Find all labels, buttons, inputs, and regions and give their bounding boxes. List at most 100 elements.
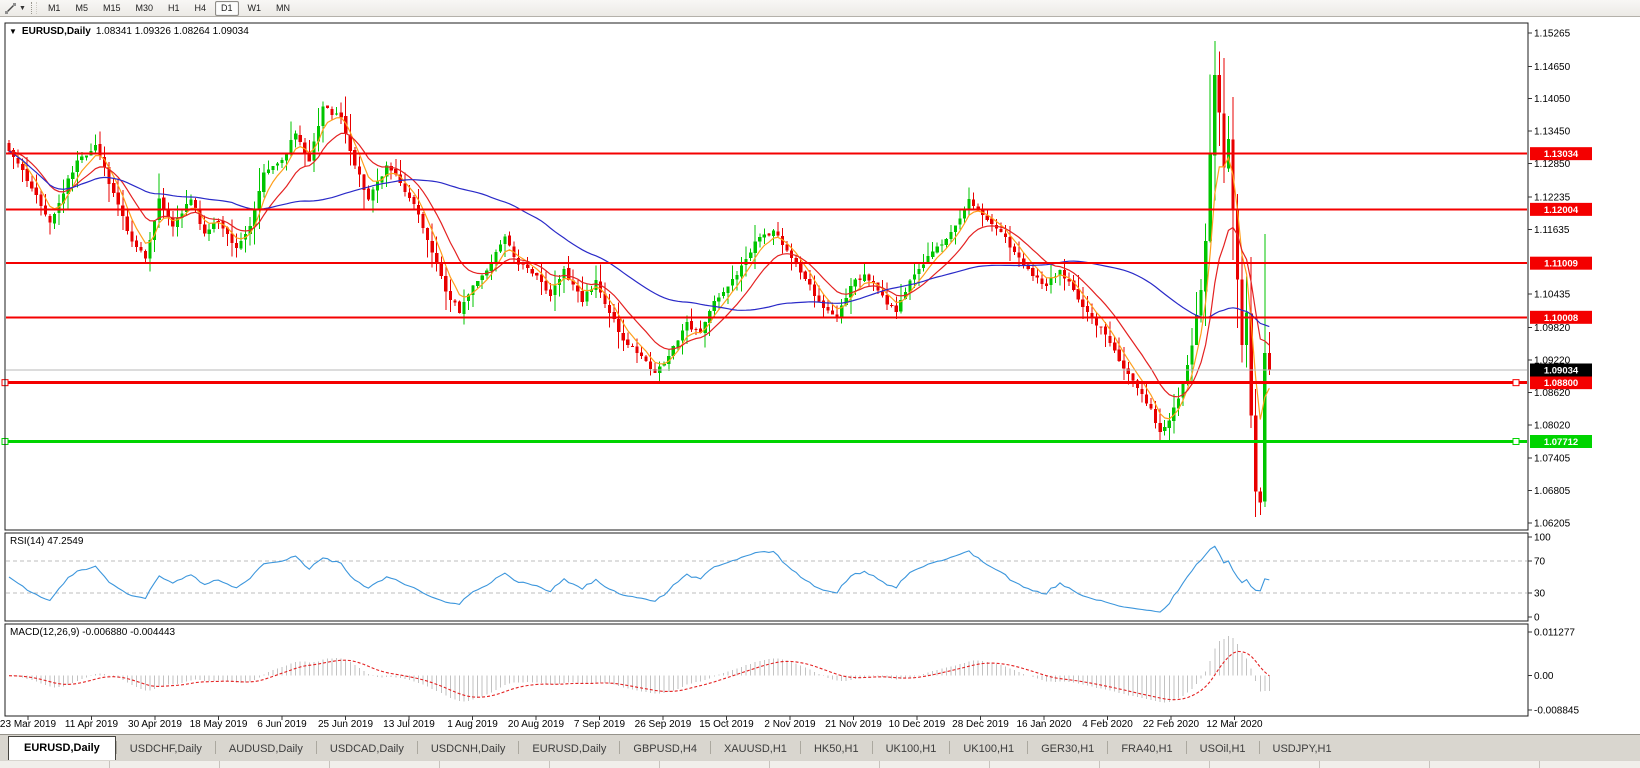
chart-tab-usdcnh-daily[interactable]: USDCNH,Daily (430, 743, 506, 755)
candle-body (1154, 409, 1158, 424)
candle-body (494, 252, 498, 263)
candle-body (1044, 283, 1048, 287)
candle-body (1185, 364, 1190, 384)
candle-body (435, 253, 439, 264)
date-axis-label: 6 Jun 2019 (257, 719, 307, 730)
candle-body (353, 150, 357, 166)
candle-body (153, 221, 157, 240)
candle-body (717, 297, 721, 302)
chart-tab-uk100-h1[interactable]: UK100,H1 (885, 743, 937, 755)
candle-body (899, 299, 903, 312)
chart-tab-audusd-daily[interactable]: AUDUSD,Daily (228, 743, 303, 755)
candle-body (312, 141, 316, 161)
candle-body (403, 183, 407, 193)
timeframe-button-m30[interactable]: M30 (135, 2, 153, 13)
chart-tab-usdjpy-h1[interactable]: USDJPY,H1 (1272, 743, 1332, 755)
timeframe-button-m15[interactable]: M15 (102, 2, 121, 13)
timeframe-button-h4[interactable]: H4 (194, 2, 207, 13)
candle-body (139, 246, 143, 251)
bottom-scroll-strip[interactable] (0, 760, 1640, 768)
level-price-badge: 1.07712 (1544, 437, 1578, 448)
candle-body (207, 229, 211, 235)
candle-body (489, 263, 493, 272)
candles-layer (7, 40, 1271, 517)
candle-body (476, 280, 480, 287)
candle-body (753, 241, 757, 254)
price-axis-label: 1.14650 (1534, 62, 1571, 73)
candle-body (325, 105, 330, 108)
timeframe-button-m1[interactable]: M1 (47, 2, 61, 13)
price-axis-label: 1.12850 (1534, 159, 1571, 170)
chart-tab-hk50-h1[interactable]: HK50,H1 (813, 743, 859, 755)
time-axis-hitbox[interactable] (5, 717, 1528, 733)
candle-body (371, 189, 375, 201)
candle-body (102, 157, 107, 168)
chart-tab-uk100-h1[interactable]: UK100,H1 (963, 743, 1015, 755)
timeframe-button-d1[interactable]: D1 (215, 0, 239, 16)
candle-body (84, 155, 88, 158)
date-axis-label: 18 May 2019 (190, 719, 248, 730)
candle-body (1254, 415, 1258, 492)
candle-body (881, 291, 885, 296)
candle-body (166, 208, 170, 217)
chart-tab-usoil-h1[interactable]: USOil,H1 (1199, 743, 1246, 755)
candle-body (944, 238, 948, 246)
candle-body (917, 269, 921, 275)
candle-body (339, 112, 343, 118)
candle-body (726, 286, 730, 294)
tab-separator (1027, 741, 1029, 754)
level-price-badge: 1.13034 (1544, 149, 1579, 160)
chart-tab-eurusd-daily[interactable]: EURUSD,Daily (8, 736, 116, 760)
candle-body (689, 320, 694, 330)
tab-separator (949, 741, 951, 754)
chart-tab-usdcad-daily[interactable]: USDCAD,Daily (329, 743, 404, 755)
candle-body (480, 275, 484, 280)
candle-body (1208, 154, 1212, 242)
chart-tab-xauusd-h1[interactable]: XAUUSD,H1 (723, 743, 787, 755)
crosshair-glyph (5, 2, 16, 14)
candle-body (648, 361, 653, 370)
tab-separator (115, 741, 117, 754)
candle-body (389, 165, 393, 171)
chart-tab-usdchf-daily[interactable]: USDCHF,Daily (129, 743, 202, 755)
line-handle-right[interactable] (1512, 379, 1520, 387)
candle-body (694, 328, 698, 330)
candle-body (808, 278, 812, 285)
candle-body (821, 300, 826, 308)
candle-body (739, 265, 744, 277)
crosshair-cursor-icon[interactable] (3, 2, 18, 15)
line-handle-right[interactable] (1512, 437, 1520, 445)
candle-body (1190, 345, 1194, 365)
candle-body (853, 279, 857, 287)
candle-body (1144, 394, 1149, 404)
candle-body (366, 188, 371, 200)
candle-body (1067, 278, 1071, 282)
candle-body (1122, 360, 1126, 369)
chart-title-dropdown-icon[interactable]: ▼ (9, 27, 17, 36)
level-price-badge: 1.08800 (1544, 378, 1578, 389)
chart-tab-ger30-h1[interactable]: GER30,H1 (1041, 743, 1095, 755)
chevron-down-icon[interactable]: ▼ (19, 4, 26, 12)
price-axis-hitbox[interactable] (1528, 23, 1598, 716)
timeframe-button-mn[interactable]: MN (276, 2, 291, 13)
macd-panel-border (4, 623, 1529, 717)
chart-tab-fra40-h1[interactable]: FRA40,H1 (1121, 743, 1173, 755)
candle-body (1094, 318, 1099, 326)
candle-body (462, 301, 466, 314)
level-price-badge-bg (1530, 147, 1592, 161)
level-price-badge-bg (1530, 202, 1592, 216)
candle-body (799, 262, 803, 273)
candle-body (703, 321, 707, 334)
level-price-badge-bg (1530, 376, 1592, 390)
candle-body (867, 274, 871, 281)
timeframe-button-w1[interactable]: W1 (247, 2, 262, 13)
candle-body (426, 227, 430, 241)
timeframe-button-m5[interactable]: M5 (75, 2, 88, 13)
chart-tab-eurusd-daily[interactable]: EURUSD,Daily (532, 743, 607, 755)
timeframe-button-h1[interactable]: H1 (168, 2, 180, 13)
date-axis-label: 13 Jul 2019 (383, 719, 435, 730)
candle-body (967, 199, 971, 209)
chart-tab-gbpusd-h4[interactable]: GBPUSD,H4 (633, 743, 697, 755)
